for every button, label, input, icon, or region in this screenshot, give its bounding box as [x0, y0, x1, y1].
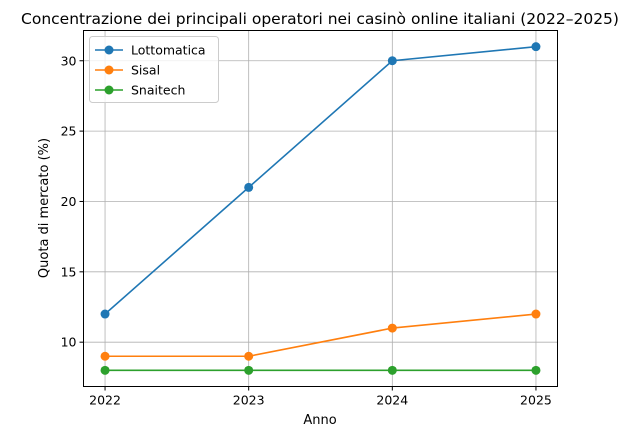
data-point-lottomatica	[387, 56, 397, 66]
legend-label: Sisal	[131, 63, 160, 78]
y-tick-label: 30	[61, 53, 77, 68]
x-tick-label: 2022	[89, 393, 121, 408]
series-group	[100, 42, 541, 375]
x-axis-label: Anno	[303, 413, 336, 428]
legend-marker	[104, 85, 114, 95]
data-point-sisal	[387, 323, 397, 333]
series-line-sisal	[105, 313, 537, 358]
y-tick-label: 20	[61, 194, 77, 209]
legend-marker	[104, 65, 114, 75]
y-axis-label: Quota di mercato (%)	[37, 138, 52, 278]
legend: Lottomatica Sisal Snaitech	[89, 36, 219, 103]
data-point-lottomatica	[531, 42, 541, 52]
data-point-lottomatica	[100, 309, 110, 319]
x-tick-label: 2025	[520, 393, 552, 408]
plot-frame	[83, 30, 558, 387]
y-tick-label: 15	[61, 264, 77, 279]
legend-label: Lottomatica	[131, 43, 206, 58]
data-point-snaitech	[531, 365, 541, 375]
data-point-snaitech	[100, 365, 110, 375]
x-tick-label: 2024	[376, 393, 408, 408]
legend-label: Snaitech	[131, 83, 185, 98]
data-point-sisal	[531, 309, 541, 319]
legend-box	[89, 36, 219, 103]
x-tick-label: 2023	[233, 393, 265, 408]
y-tick-label: 25	[61, 124, 77, 139]
legend-marker	[104, 45, 114, 55]
data-point-sisal	[100, 351, 110, 361]
data-point-sisal	[244, 351, 254, 361]
series-line-lottomatica	[104, 45, 537, 315]
data-point-lottomatica	[244, 182, 254, 192]
y-tick-label: 10	[61, 335, 77, 350]
data-point-snaitech	[244, 365, 254, 375]
data-point-snaitech	[387, 365, 397, 375]
chart-title: Concentrazione dei principali operatori …	[21, 10, 619, 28]
